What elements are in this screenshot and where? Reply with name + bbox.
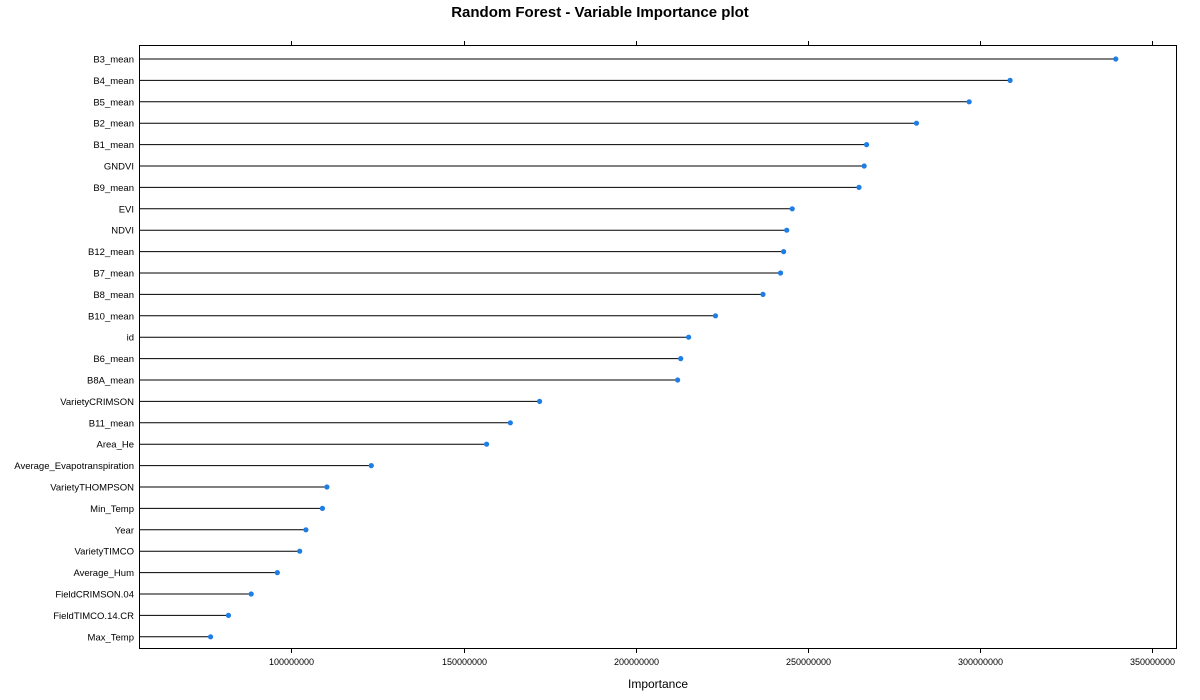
importance-point (1113, 56, 1119, 62)
x-tick-label: 300000000 (958, 657, 1003, 667)
importance-point (324, 484, 330, 490)
category-label: B8A_mean (87, 376, 134, 387)
category-label: B2_mean (93, 119, 134, 130)
importance-point (207, 634, 214, 640)
importance-point (784, 227, 790, 233)
importance-point (789, 206, 795, 212)
importance-point (274, 570, 280, 576)
importance-point (861, 163, 867, 169)
category-label: B4_mean (93, 76, 134, 87)
category-label: Year (115, 525, 134, 536)
category-label: B12_mean (88, 247, 134, 258)
top-axis (291, 41, 1153, 46)
importance-point (678, 356, 684, 362)
chart-title: Random Forest - Variable Importance plot (451, 4, 749, 21)
category-label: EVI (119, 204, 134, 215)
category-label: Area_He (97, 440, 135, 451)
plot-frame (139, 45, 1177, 649)
importance-point (760, 291, 766, 297)
category-label: B10_mean (88, 311, 134, 322)
importance-point (966, 99, 972, 105)
importance-point (675, 377, 681, 383)
category-label: B11_mean (89, 418, 134, 429)
category-label: B1_mean (93, 140, 134, 151)
category-label: FieldCRIMSON.04 (55, 590, 134, 601)
importance-point (303, 527, 309, 533)
importance-point (507, 420, 513, 426)
category-label: Average_Evapotranspiration (14, 461, 134, 472)
importance-point (1007, 77, 1013, 83)
importance-point (856, 184, 862, 190)
importance-point (537, 398, 543, 404)
category-label: B3_mean (93, 55, 134, 66)
x-tick-label: 250000000 (786, 657, 831, 667)
category-label: NDVI (111, 226, 134, 237)
x-tick-label: 150000000 (442, 657, 487, 667)
category-label: Average_Hum (73, 568, 134, 579)
importance-point (913, 120, 920, 126)
importance-point (297, 548, 303, 554)
importance-point (712, 313, 719, 319)
category-label: B6_mean (93, 354, 134, 365)
x-tick-label: 350000000 (1130, 657, 1175, 667)
category-label: VarietyTIMCO (75, 547, 134, 558)
category-label: GNDVI (104, 162, 134, 173)
x-tick-label: 100000000 (269, 657, 314, 667)
category-label: B8_mean (93, 290, 134, 301)
category-label: Max_Temp (88, 632, 134, 643)
importance-point (686, 334, 692, 340)
importance-point (781, 249, 787, 255)
category-label: VarietyCRIMSON (60, 397, 134, 408)
importance-point (225, 612, 232, 619)
importance-point (248, 591, 254, 597)
importance-point (483, 441, 490, 447)
plot-rows: B3_mean B4_mean B5_mean B2_mean B1_mean GNDVI… (14, 55, 1119, 643)
category-label: id (127, 333, 134, 344)
category-label: B5_mean (93, 97, 134, 108)
category-label: Min_Temp (90, 504, 134, 515)
x-axis-title: Importance (628, 677, 688, 691)
importance-point (863, 142, 870, 148)
category-label: VarietyTHOMPSON (50, 483, 134, 494)
importance-point (368, 463, 374, 469)
bottom-axis: 100000000 150000000 200000000 250000000 3000… (269, 648, 1175, 667)
category-label: FieldTIMCO.14.CR (53, 611, 134, 622)
importance-point (319, 505, 326, 511)
importance-point (777, 270, 784, 276)
category-label: B9_mean (93, 183, 134, 194)
category-label: B7_mean (93, 269, 134, 280)
x-tick-label: 200000000 (614, 657, 659, 667)
